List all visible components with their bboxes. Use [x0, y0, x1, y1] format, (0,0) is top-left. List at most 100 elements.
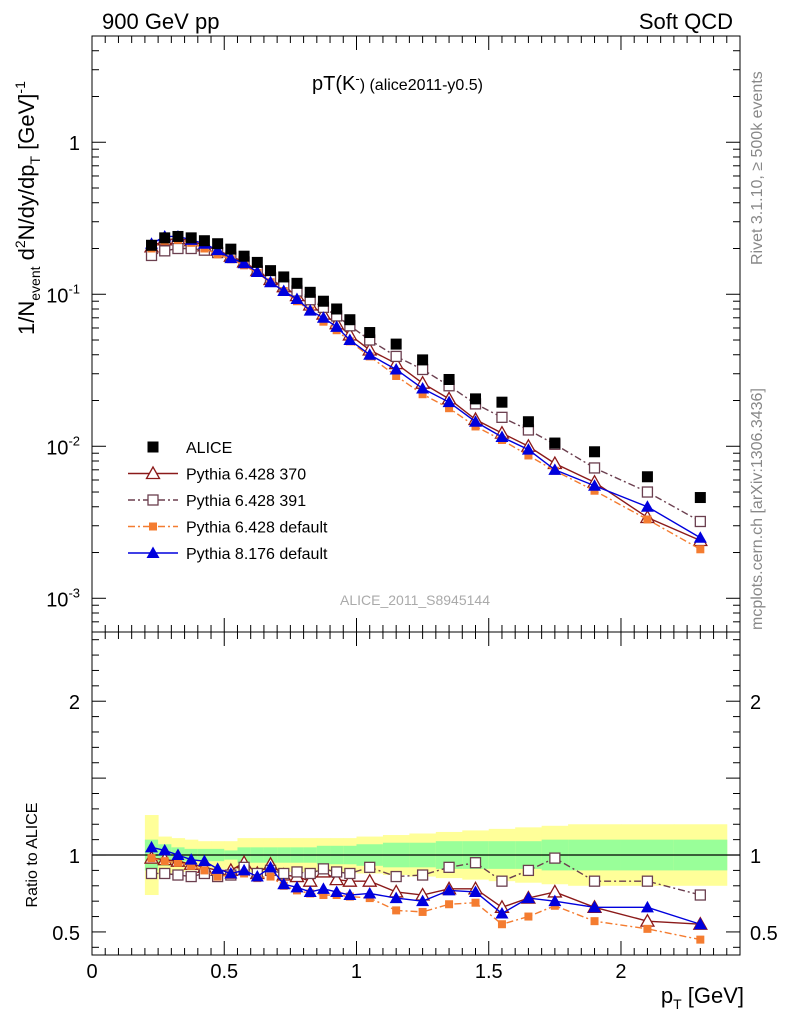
legend-marker [147, 441, 159, 453]
ratio-y-tick-label-right: 0.5 [750, 923, 778, 945]
legend-marker [147, 494, 159, 506]
data-point [212, 238, 224, 250]
data-point [303, 304, 317, 316]
data-point [185, 232, 197, 244]
ratio-data-point [213, 872, 222, 881]
data-point [392, 371, 401, 380]
data-point [418, 390, 427, 399]
ratio-y-axis-label: Ratio to ALICE [24, 803, 41, 908]
ratio-data-point [469, 857, 482, 869]
legend-label: Pythia 6.428 default [186, 520, 328, 537]
data-point [390, 350, 402, 363]
ratio-data-point [187, 861, 196, 870]
ratio-data-point [290, 880, 304, 893]
data-point [343, 333, 357, 346]
data-point [417, 354, 429, 366]
data-point [524, 451, 533, 460]
ratio-data-point [641, 875, 654, 887]
top-frame [91, 35, 741, 633]
ratio-data-point [392, 906, 401, 915]
data-point [521, 443, 535, 455]
data-point [364, 327, 376, 339]
ratio-data-point [172, 869, 184, 881]
ratio-y-tick-label-right: 2 [750, 692, 761, 714]
ratio-data-point [443, 861, 455, 873]
ratio-y-tick-label: 1 [69, 846, 80, 868]
data-point [641, 486, 654, 498]
ratio-data-point [331, 866, 343, 878]
ratio-data-point [694, 889, 706, 901]
data-point [694, 515, 706, 528]
data-point [251, 256, 263, 268]
ratio-data-point [363, 886, 377, 899]
ratio-data-point [145, 840, 159, 853]
ratio-data-point [590, 917, 599, 926]
data-point [363, 348, 377, 360]
ratio-data-point [549, 852, 561, 864]
ratio-data-point [471, 898, 480, 907]
data-point [640, 500, 654, 512]
data-point [304, 286, 316, 298]
data-point [172, 242, 184, 255]
ratio-data-point [445, 900, 454, 909]
ratio-data-point [160, 857, 169, 866]
ratio-data-point [158, 843, 172, 856]
ratio-y-tick-label: 0.5 [52, 923, 80, 945]
ratio-data-point [643, 924, 652, 933]
ratio-data-point [277, 877, 291, 890]
ratio-frame [91, 631, 741, 956]
ratio-data-point [588, 900, 602, 913]
data-point [146, 239, 158, 251]
data-point [643, 515, 652, 524]
watermark-label: ALICE_2011_S8945144 [340, 592, 490, 608]
data-point [172, 230, 184, 242]
ratio-panel: 0 0.5 1 1.5 2 0.5 0.5 1 1 2 2 [52, 36, 778, 983]
ratio-data-point [316, 882, 330, 894]
x-tick-label: 0 [86, 961, 97, 983]
ratio-data-point [416, 894, 430, 907]
data-point [316, 311, 330, 323]
data-point [317, 295, 329, 307]
ratio-series-line [151, 857, 701, 896]
legend-marker [149, 522, 157, 531]
data-point [264, 275, 278, 288]
ratio-data-point [362, 873, 378, 887]
ratio-data-point [250, 870, 264, 882]
x-axis-label: pT [GeV] [661, 983, 744, 1012]
data-point [445, 404, 454, 413]
data-point [442, 395, 456, 408]
header-right: Soft QCD [639, 9, 733, 34]
ratio-data-point [416, 869, 429, 881]
data-point [225, 243, 237, 255]
data-point [291, 277, 303, 289]
data-point [588, 462, 601, 474]
data-point [496, 411, 508, 423]
y-tick-label: 10-3 [46, 585, 80, 611]
ratio-data-point [696, 935, 705, 944]
data-point [549, 437, 561, 449]
data-point [277, 284, 291, 297]
y-tick-label: 1 [69, 133, 80, 155]
data-point [389, 362, 403, 375]
mcplots-label: mcplots.cern.ch [arXiv:1306.3436] [749, 388, 766, 630]
data-point [238, 250, 250, 262]
ratio-data-point [343, 888, 357, 901]
data-point [331, 303, 343, 315]
ratio-data-point [211, 862, 225, 874]
ratio-data-point [344, 867, 356, 880]
data-point [344, 314, 356, 326]
ratio-data-point [640, 900, 654, 913]
ratio-y-tick-label: 2 [69, 692, 80, 714]
data-point [211, 243, 225, 256]
ratio-data-point [278, 867, 290, 880]
data-point [159, 245, 171, 257]
header-left: 900 GeV pp [102, 9, 219, 34]
data-point [589, 446, 601, 458]
data-point [330, 320, 344, 332]
legend-label: ALICE [186, 440, 232, 457]
data-point [693, 531, 707, 543]
data-point [416, 363, 429, 376]
data-point [696, 545, 705, 554]
data-point [278, 271, 290, 283]
